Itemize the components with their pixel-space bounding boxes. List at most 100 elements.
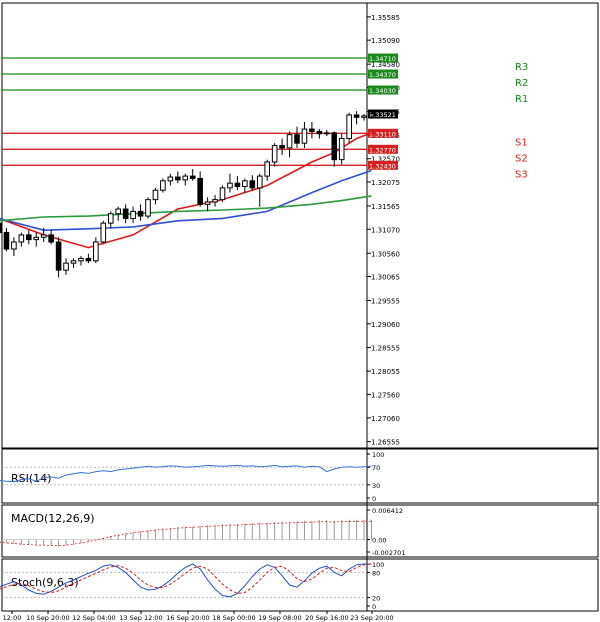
candle-body bbox=[55, 241, 62, 271]
candle-body bbox=[167, 176, 174, 182]
time-tick-label: 20 Sep 16:00 bbox=[305, 614, 348, 622]
candle-body bbox=[70, 260, 77, 264]
candle-body bbox=[309, 128, 315, 132]
price-tick-label: 1.26555 bbox=[371, 439, 400, 447]
candle-body bbox=[212, 199, 218, 203]
time-tick-label: 19 Sep 08:00 bbox=[258, 614, 301, 622]
price-tick-label: 1.30065 bbox=[371, 274, 400, 282]
time-tick-label: 13 Sep 12:00 bbox=[119, 614, 162, 622]
indicator-tick-label: 20 bbox=[372, 595, 380, 603]
indicator-panel-frame-0 bbox=[1, 448, 599, 504]
level-tag-s3 bbox=[368, 160, 398, 170]
main-panel-frame bbox=[1, 2, 599, 449]
price-tick-label: 1.31070 bbox=[371, 226, 400, 234]
stoch-signal-line bbox=[0, 563, 372, 594]
time-tick-label: 10 Sep 20:00 bbox=[26, 614, 69, 622]
indicator-tick-label: 100 bbox=[372, 451, 384, 459]
candle-body bbox=[3, 232, 10, 250]
level-tag-text: 1.34710 bbox=[369, 55, 396, 63]
candle-body bbox=[122, 208, 129, 219]
price-tick-label: 1.34580 bbox=[371, 61, 400, 69]
candle-body bbox=[145, 199, 151, 217]
macd-signal-line bbox=[0, 520, 372, 547]
candle-body bbox=[249, 180, 256, 189]
candle-body bbox=[48, 234, 54, 243]
price-tick-label: 1.29555 bbox=[371, 298, 400, 306]
candle-body bbox=[107, 213, 114, 224]
candle-body bbox=[286, 134, 293, 149]
price-tick-label: 1.30560 bbox=[371, 250, 400, 258]
level-tag-r3 bbox=[368, 53, 398, 63]
candle-body bbox=[93, 241, 99, 262]
candle-body bbox=[271, 145, 278, 163]
indicator-tick-label: 0 bbox=[372, 603, 376, 611]
candle-body bbox=[219, 187, 226, 201]
candle-body bbox=[324, 132, 330, 135]
stoch-main-line bbox=[0, 563, 372, 598]
indicator-tick-label: 30 bbox=[372, 482, 380, 490]
candle-body bbox=[33, 236, 40, 241]
price-tick-label: 1.28055 bbox=[371, 368, 400, 376]
candle-body bbox=[137, 210, 144, 217]
candle-body bbox=[40, 234, 47, 238]
price-tick-label: 1.32075 bbox=[371, 179, 400, 187]
indicator-panel-frame-2 bbox=[1, 558, 599, 612]
price-tick-label: 1.32570 bbox=[371, 156, 400, 164]
indicator-label-0: RSI(14) bbox=[11, 472, 51, 485]
candle-body bbox=[175, 176, 181, 181]
price-tick-label: 1.27060 bbox=[371, 415, 400, 423]
candle-body bbox=[346, 114, 352, 139]
time-tick-label: 16 Sep 20:00 bbox=[166, 614, 209, 622]
candle-body bbox=[242, 180, 248, 187]
price-tick-label: 1.28555 bbox=[371, 345, 400, 353]
candle-body bbox=[189, 175, 196, 179]
candle-body bbox=[160, 180, 166, 191]
indicator-tick-label: 0.006412 bbox=[372, 507, 403, 515]
price-tick-label: 1.27560 bbox=[371, 391, 400, 399]
candles-group bbox=[0, 111, 375, 278]
level-tag-text: 1.32770 bbox=[369, 146, 396, 154]
time-tick-label: 18 Sep 00:00 bbox=[212, 614, 255, 622]
indicator-tick-label: 100 bbox=[372, 561, 384, 569]
indicator-tick-label: -0.002701 bbox=[372, 549, 405, 557]
candle-body bbox=[316, 130, 323, 135]
candle-body bbox=[234, 182, 241, 187]
level-tag-text: 1.33110 bbox=[369, 130, 396, 138]
time-tick-label: 12:00 bbox=[3, 614, 22, 622]
moving-average-line-1 bbox=[0, 169, 372, 232]
candle-body bbox=[197, 177, 203, 205]
candle-body bbox=[338, 137, 345, 161]
indicator-label-1: MACD(12,26,9) bbox=[11, 512, 95, 525]
candle-body bbox=[63, 262, 69, 271]
candle-body bbox=[331, 132, 338, 161]
price-tick-label: 1.35585 bbox=[371, 14, 400, 22]
candle-body bbox=[130, 210, 136, 219]
level-tag-text: 1.32430 bbox=[369, 162, 396, 170]
indicator-tick-label: 0.00 bbox=[372, 537, 386, 545]
level-tag-text: 1.34370 bbox=[369, 71, 396, 79]
candle-body bbox=[78, 257, 84, 262]
candle-body bbox=[18, 234, 25, 243]
candle-body bbox=[0, 222, 2, 234]
candle-body bbox=[294, 134, 300, 144]
indicator-tick-label: 70 bbox=[372, 464, 380, 472]
current-price-text: 1.33521 bbox=[369, 111, 396, 119]
level-label-s2: S2 bbox=[515, 153, 528, 164]
indicator-tick-label: 0 bbox=[372, 495, 376, 503]
candle-body bbox=[100, 222, 107, 243]
candle-body bbox=[152, 189, 159, 201]
candle-body bbox=[279, 145, 285, 149]
level-label-s3: S3 bbox=[515, 169, 528, 180]
level-tag-s1 bbox=[368, 128, 398, 138]
level-label-s1: S1 bbox=[515, 137, 528, 148]
candle-body bbox=[301, 128, 308, 144]
candle-body bbox=[85, 257, 92, 262]
candle-body bbox=[361, 115, 367, 118]
level-tag-r2 bbox=[368, 69, 398, 79]
candle-body bbox=[115, 208, 122, 215]
candle-body bbox=[353, 114, 360, 118]
indicator-tick-label: 80 bbox=[372, 569, 380, 577]
price-tick-label: 1.31565 bbox=[371, 203, 400, 211]
rsi-line bbox=[0, 464, 372, 483]
